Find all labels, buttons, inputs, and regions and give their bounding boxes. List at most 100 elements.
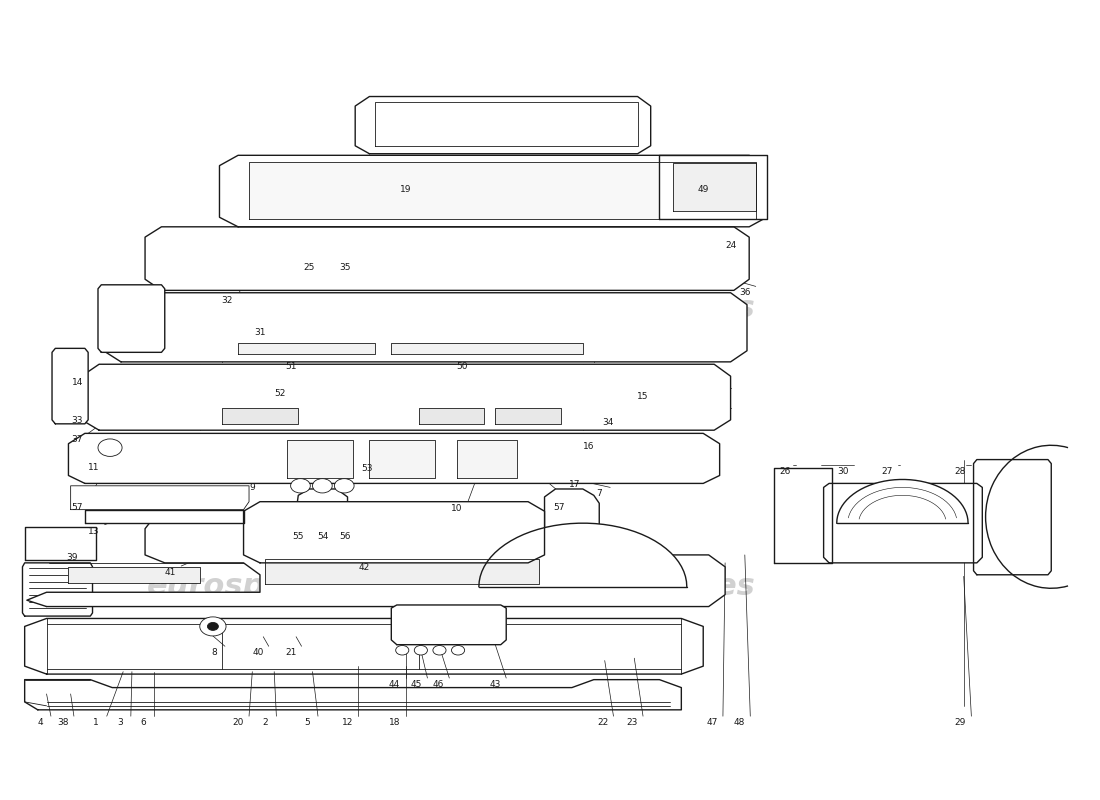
Text: 22: 22 xyxy=(597,718,608,727)
Text: 8: 8 xyxy=(211,648,217,657)
Text: 10: 10 xyxy=(451,503,463,513)
Text: 5: 5 xyxy=(305,718,310,727)
Text: 2: 2 xyxy=(263,718,268,727)
Polygon shape xyxy=(824,483,982,563)
Polygon shape xyxy=(495,408,561,424)
Polygon shape xyxy=(81,364,730,430)
Polygon shape xyxy=(659,155,767,219)
Text: 57: 57 xyxy=(553,502,564,512)
Polygon shape xyxy=(774,467,833,563)
Polygon shape xyxy=(249,162,756,219)
Text: 51: 51 xyxy=(285,362,296,371)
Polygon shape xyxy=(355,97,651,154)
Text: 12: 12 xyxy=(342,718,353,727)
Text: 44: 44 xyxy=(389,680,400,689)
Polygon shape xyxy=(98,285,165,352)
Text: 36: 36 xyxy=(739,288,750,298)
Polygon shape xyxy=(222,408,298,424)
Text: 25: 25 xyxy=(304,263,315,272)
Polygon shape xyxy=(478,523,686,586)
Polygon shape xyxy=(672,163,756,211)
Text: 15: 15 xyxy=(637,391,649,401)
Text: 4: 4 xyxy=(37,718,43,727)
Polygon shape xyxy=(145,227,749,290)
Polygon shape xyxy=(22,563,92,616)
Text: 34: 34 xyxy=(603,418,614,426)
Text: 48: 48 xyxy=(734,718,745,727)
Text: 55: 55 xyxy=(293,532,304,541)
Text: 54: 54 xyxy=(318,532,329,541)
Circle shape xyxy=(433,646,446,655)
Text: 28: 28 xyxy=(955,467,966,476)
Polygon shape xyxy=(265,559,539,584)
Text: 56: 56 xyxy=(340,532,351,541)
Text: eurospares: eurospares xyxy=(147,572,340,601)
Text: 6: 6 xyxy=(140,718,145,727)
Text: 21: 21 xyxy=(285,648,296,657)
Polygon shape xyxy=(26,489,725,606)
Text: 46: 46 xyxy=(432,680,444,689)
Text: eurospares: eurospares xyxy=(563,294,756,323)
Text: 50: 50 xyxy=(456,362,469,371)
Text: 33: 33 xyxy=(72,416,82,425)
Text: eurospares: eurospares xyxy=(147,294,340,323)
Polygon shape xyxy=(85,510,243,523)
Text: 43: 43 xyxy=(490,680,500,689)
Text: 7: 7 xyxy=(596,490,602,498)
Text: 24: 24 xyxy=(725,241,736,250)
Polygon shape xyxy=(52,348,88,424)
Text: 35: 35 xyxy=(340,263,351,272)
Polygon shape xyxy=(103,293,747,362)
Text: 31: 31 xyxy=(254,328,266,337)
Polygon shape xyxy=(238,342,375,354)
Circle shape xyxy=(200,617,225,636)
Text: 26: 26 xyxy=(780,467,791,476)
Circle shape xyxy=(334,478,354,493)
Text: 16: 16 xyxy=(583,442,594,450)
Polygon shape xyxy=(419,408,484,424)
Text: 27: 27 xyxy=(881,467,893,476)
Polygon shape xyxy=(68,434,719,483)
Text: 37: 37 xyxy=(72,435,82,444)
Polygon shape xyxy=(24,527,96,561)
Circle shape xyxy=(208,622,219,630)
Text: 38: 38 xyxy=(57,718,68,727)
Text: 9: 9 xyxy=(250,483,255,492)
Text: 23: 23 xyxy=(626,718,638,727)
Polygon shape xyxy=(24,680,681,710)
Text: 19: 19 xyxy=(399,185,411,194)
Text: 14: 14 xyxy=(72,378,82,387)
Text: 57: 57 xyxy=(72,502,82,512)
Text: 17: 17 xyxy=(570,480,581,489)
Polygon shape xyxy=(456,440,517,478)
Text: eurospares: eurospares xyxy=(563,572,756,601)
Text: 11: 11 xyxy=(88,463,99,472)
Text: 45: 45 xyxy=(410,680,422,689)
Text: 18: 18 xyxy=(388,718,400,727)
Text: 42: 42 xyxy=(359,563,370,572)
Text: 49: 49 xyxy=(697,185,708,194)
Polygon shape xyxy=(24,618,703,674)
Text: 30: 30 xyxy=(837,467,849,476)
Text: 1: 1 xyxy=(92,718,99,727)
Circle shape xyxy=(415,646,428,655)
Polygon shape xyxy=(68,567,200,582)
Text: 32: 32 xyxy=(221,296,233,305)
Text: 40: 40 xyxy=(252,648,264,657)
Text: 52: 52 xyxy=(274,389,285,398)
Polygon shape xyxy=(392,342,583,354)
Text: 29: 29 xyxy=(955,718,966,727)
Circle shape xyxy=(396,646,409,655)
Polygon shape xyxy=(220,155,767,227)
Polygon shape xyxy=(370,440,436,478)
Text: 3: 3 xyxy=(117,718,123,727)
Polygon shape xyxy=(974,459,1052,574)
Text: 20: 20 xyxy=(232,718,244,727)
Text: 53: 53 xyxy=(362,464,373,473)
Text: 39: 39 xyxy=(66,553,77,562)
Text: 13: 13 xyxy=(88,526,99,535)
Polygon shape xyxy=(287,440,353,478)
Circle shape xyxy=(312,478,332,493)
Circle shape xyxy=(451,646,464,655)
Circle shape xyxy=(290,478,310,493)
